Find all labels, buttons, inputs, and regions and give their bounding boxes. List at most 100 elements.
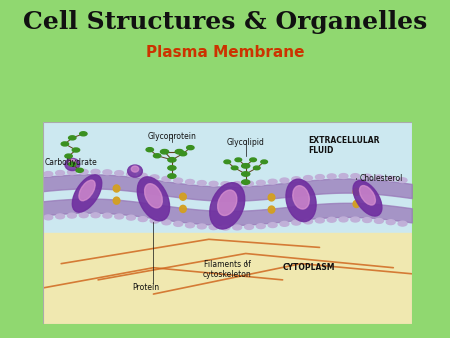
Circle shape [162,176,171,182]
Circle shape [168,158,176,162]
Circle shape [76,168,83,172]
Ellipse shape [180,193,186,200]
Circle shape [44,172,53,176]
Text: Plasma Membrane: Plasma Membrane [146,45,304,60]
Circle shape [126,172,135,177]
Text: Protein: Protein [132,284,160,292]
Circle shape [315,175,324,179]
Circle shape [304,176,312,180]
Circle shape [126,215,135,220]
Text: CYTOPLASM: CYTOPLASM [282,263,335,272]
Circle shape [138,173,147,178]
Text: Glycolipid: Glycolipid [227,138,265,147]
Circle shape [198,224,206,229]
Circle shape [209,181,218,186]
Text: Glycoprotein: Glycoprotein [148,132,196,141]
Circle shape [44,215,53,220]
Circle shape [168,174,176,178]
Ellipse shape [113,185,120,192]
Circle shape [398,221,407,226]
Circle shape [363,218,372,222]
Ellipse shape [360,186,375,205]
Circle shape [374,175,383,180]
Circle shape [175,149,183,154]
Circle shape [351,174,360,178]
Circle shape [79,213,88,218]
Text: Carbohydrate: Carbohydrate [45,158,97,167]
Circle shape [68,162,76,166]
Circle shape [280,221,289,226]
Ellipse shape [268,206,275,213]
Circle shape [256,224,265,228]
Circle shape [91,213,100,218]
Circle shape [292,220,301,225]
Circle shape [185,223,194,228]
Ellipse shape [268,194,275,201]
Circle shape [68,213,76,218]
Circle shape [245,181,253,186]
Circle shape [79,169,88,174]
Circle shape [292,177,301,182]
Circle shape [339,217,348,222]
Circle shape [168,166,176,170]
Text: Cholesterol: Cholesterol [360,174,404,183]
Circle shape [221,182,230,187]
Circle shape [179,152,187,156]
Ellipse shape [293,186,309,209]
Circle shape [68,170,76,175]
Circle shape [174,178,183,183]
Ellipse shape [286,179,316,222]
Circle shape [351,217,360,222]
Circle shape [65,154,72,158]
Circle shape [56,214,64,219]
Circle shape [185,179,194,184]
Circle shape [386,176,395,181]
Circle shape [56,171,64,175]
Text: EXTRACELLULAR
FLUID: EXTRACELLULAR FLUID [308,136,380,155]
Circle shape [261,160,267,164]
Circle shape [115,214,124,219]
Ellipse shape [353,180,382,216]
Bar [43,233,412,324]
Ellipse shape [218,190,237,216]
Circle shape [209,225,218,230]
Circle shape [80,132,87,136]
Circle shape [304,219,312,224]
Circle shape [150,175,159,180]
Circle shape [398,178,407,183]
Ellipse shape [210,183,245,229]
Circle shape [245,224,253,230]
Circle shape [242,172,250,176]
Circle shape [386,220,395,224]
Circle shape [268,179,277,184]
Ellipse shape [131,166,139,172]
Circle shape [138,217,147,221]
Ellipse shape [144,184,162,208]
Bar [43,122,412,239]
Circle shape [91,169,100,174]
Circle shape [374,218,383,223]
Circle shape [61,142,68,146]
Text: Cell Structures & Organelles: Cell Structures & Organelles [23,10,427,34]
Circle shape [250,158,256,162]
Circle shape [242,164,250,168]
Circle shape [327,217,336,222]
Circle shape [315,218,324,223]
Ellipse shape [180,206,186,213]
Circle shape [280,178,289,183]
Ellipse shape [72,175,102,212]
Circle shape [268,223,277,227]
Circle shape [68,136,76,140]
Circle shape [146,148,153,152]
Circle shape [150,218,159,223]
Circle shape [153,154,161,158]
Ellipse shape [79,180,95,201]
Text: Filaments of
cytoskeleton: Filaments of cytoskeleton [203,260,252,279]
Circle shape [233,182,242,187]
Circle shape [103,170,112,175]
Circle shape [256,180,265,185]
Ellipse shape [128,165,142,177]
Circle shape [162,220,171,225]
Ellipse shape [68,160,76,166]
Circle shape [187,146,194,150]
